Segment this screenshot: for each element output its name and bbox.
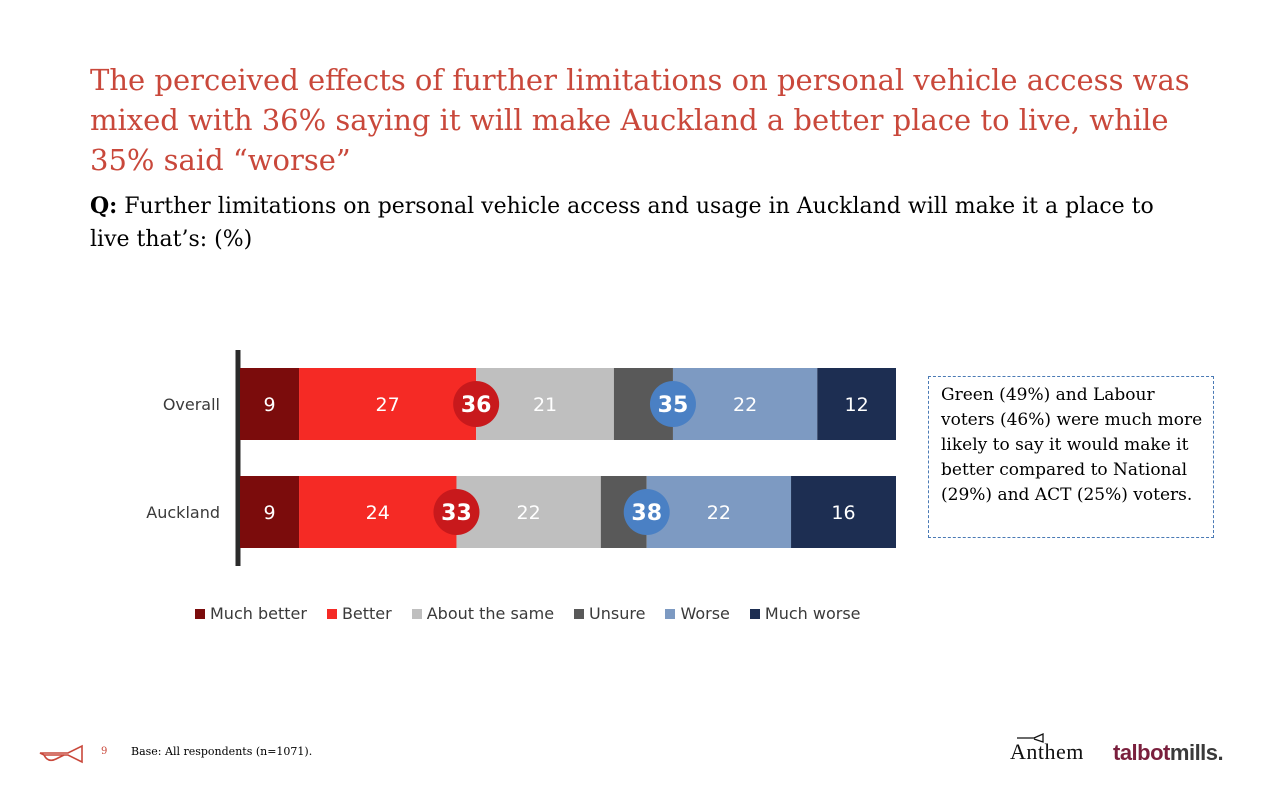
nett-circle xyxy=(433,489,480,535)
bar-segment xyxy=(240,368,300,440)
nett-circle xyxy=(623,489,670,535)
legend-swatch xyxy=(411,608,422,619)
legend-label: Much worse xyxy=(764,604,861,623)
page-number: 9 xyxy=(101,746,108,757)
bar-segment xyxy=(791,476,896,548)
talbotmills-logo: talbotmills. xyxy=(1113,740,1224,766)
nett-label: 35 xyxy=(658,393,689,418)
legend-label: Worse xyxy=(680,604,730,623)
nett-label: 38 xyxy=(631,501,662,526)
category-label: Auckland xyxy=(146,503,220,522)
legend-label: About the same xyxy=(426,604,555,623)
legend-swatch xyxy=(574,608,585,619)
legend-item: Better xyxy=(326,604,392,623)
bar-segment xyxy=(646,476,792,548)
nett-circle xyxy=(649,381,696,427)
data-label: 21 xyxy=(533,394,557,416)
legend-item: About the same xyxy=(411,604,555,623)
legend-item: Worse xyxy=(665,604,730,623)
legend-item: Unsure xyxy=(574,604,645,623)
legend-item: Much worse xyxy=(749,604,861,623)
base-note: Base: All respondents (n=1071). xyxy=(131,745,313,758)
legend-swatch xyxy=(195,608,205,619)
legend-swatch xyxy=(665,608,676,619)
legend-label: Better xyxy=(341,604,392,623)
nett-circle xyxy=(453,381,500,427)
footer: 9 Base: All respondents (n=1071). Anthem… xyxy=(0,733,1280,775)
bar-segment xyxy=(240,476,300,548)
data-label: 16 xyxy=(831,502,855,524)
bar-segment xyxy=(817,368,896,440)
bar-segment xyxy=(299,476,457,548)
data-label: 27 xyxy=(376,394,400,416)
nett-label: 36 xyxy=(461,393,492,418)
talbotmills-logo-part2: mills. xyxy=(1169,740,1224,765)
bar-segment xyxy=(456,476,601,548)
data-label: 22 xyxy=(707,502,731,524)
data-label: 22 xyxy=(733,394,757,416)
data-label: 9 xyxy=(263,394,275,416)
legend-label: Unsure xyxy=(589,604,646,623)
question-text: Further limitations on personal vehicle … xyxy=(90,194,1154,252)
horn-icon xyxy=(1017,733,1044,743)
legend-swatch xyxy=(749,608,760,619)
nett-label: 33 xyxy=(441,501,472,526)
anthem-logo: Anthem xyxy=(1010,733,1084,765)
data-label: 24 xyxy=(366,502,390,524)
legend-swatch xyxy=(326,608,337,619)
talbotmills-logo-part1: talbot xyxy=(1113,740,1170,765)
trumpet-icon xyxy=(39,744,83,764)
data-label: 22 xyxy=(517,502,541,524)
chart-legend: Much better Better About the same Unsure Wor… xyxy=(195,604,861,623)
stacked-bar-chart: Overall 9 27 21 22 12 36 35 Auckland 9 24 22 22 16 33 3… xyxy=(146,350,896,566)
legend-label: Much better xyxy=(210,604,307,623)
question: Q: Further limitations on personal vehic… xyxy=(90,190,1190,256)
bar-segment xyxy=(672,368,818,440)
legend-item: Much better xyxy=(195,604,307,623)
insight-note: Green (49%) and Labour voters (46%) were… xyxy=(928,376,1214,538)
slide-title: The perceived effects of further limitat… xyxy=(90,63,1190,177)
anthem-logo-text: Anthem xyxy=(1010,739,1084,764)
bar-segment xyxy=(299,368,477,440)
question-prefix: Q: xyxy=(90,193,118,219)
data-label: 12 xyxy=(845,394,869,416)
data-label: 9 xyxy=(263,502,275,524)
category-label: Overall xyxy=(163,395,220,414)
